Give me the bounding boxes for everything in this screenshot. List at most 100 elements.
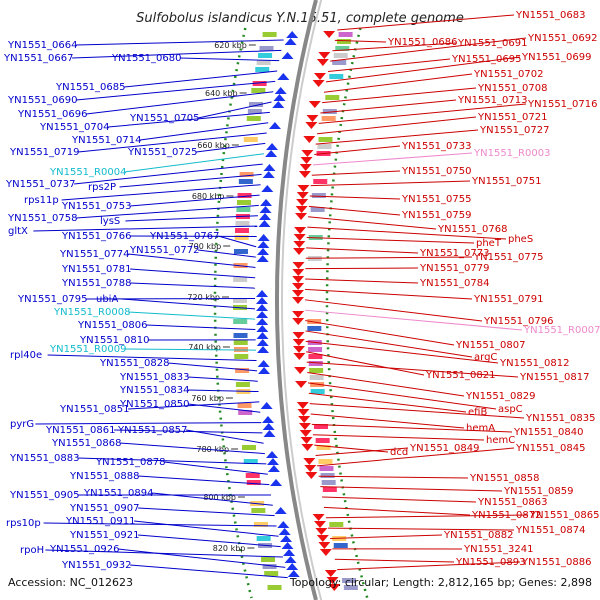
right-gene-label: YN1551_0840 [513, 427, 584, 438]
right-leader-line [305, 288, 473, 300]
left-gene-label: YN1551_0932 [61, 560, 132, 571]
right-leader-line [318, 103, 527, 124]
kbp-tick-label: 680 kbp [192, 192, 225, 201]
plus-strand-arrow [312, 514, 325, 521]
right-leader-line [325, 514, 529, 519]
left-gene-label: YN1551_0719 [9, 147, 80, 158]
right-label-lines [304, 14, 529, 571]
left-leader-line [125, 215, 258, 222]
right-gene-label: YN1551_0872 [471, 510, 542, 521]
right-gene-label: YN1551_0829 [465, 391, 536, 402]
right-leader-line [311, 170, 401, 176]
plus-strand-arrow [293, 248, 306, 255]
minus-strand-arrow [257, 346, 270, 353]
minus-strand-arrow [256, 297, 268, 304]
plus-strand-arrow [292, 290, 305, 297]
right-gene-label: YN1551_0893 [455, 557, 526, 568]
left-leader-line [114, 429, 263, 434]
left-leader-line [124, 153, 265, 173]
outer-dotted-ring [213, 27, 253, 599]
left-gene-label: YN1551_0868 [51, 438, 122, 449]
minus-strand-arrow [259, 206, 272, 213]
right-gene-label: hemA [466, 423, 495, 434]
right-gene-label: aspC [498, 404, 523, 415]
cog-block [329, 74, 344, 79]
left-gene-label: YN1551_0774 [59, 249, 130, 260]
inner-dotted-ring [325, 27, 369, 599]
cog-block [308, 361, 323, 366]
minus-strand-arrow [260, 402, 273, 409]
minus-strand-arrow [274, 87, 287, 94]
right-gene-label: YN1551_0784 [419, 278, 490, 289]
right-gene-label: YN1551_3241 [463, 544, 534, 555]
right-gene-label: YN1551_0849 [409, 443, 480, 454]
plus-strand-arrow [294, 227, 307, 234]
left-gene-label: YN1551_0690 [7, 95, 78, 106]
minus-strand-arrow [284, 38, 297, 45]
cog-block [233, 319, 248, 324]
right-gene-label: YN1551_0691 [457, 38, 528, 49]
minus-strand-arrow [281, 542, 294, 549]
right-leader-line [334, 39, 387, 43]
right-gene-label: YN1551_0835 [525, 413, 596, 424]
right-gene-label: hemC [486, 435, 515, 446]
minus-strand-arrow [257, 234, 270, 241]
right-leader-line [332, 42, 457, 52]
gene-features [233, 31, 358, 591]
left-leader-line [217, 235, 257, 248]
minus-strand-arrow [286, 563, 299, 570]
plus-strand-arrow [292, 318, 305, 325]
left-leader-line [188, 376, 258, 382]
cog-block [247, 109, 262, 114]
right-gene-label: YN1551_0751 [471, 176, 542, 187]
right-leader-line [305, 267, 419, 270]
minus-strand-arrow [256, 318, 269, 325]
right-gene-label: YN1551_0812 [499, 358, 570, 369]
left-gene-label: YN1551_0664 [7, 40, 78, 51]
minus-strand-arrow [266, 451, 279, 458]
minus-strand-arrow [286, 31, 299, 38]
plus-strand-arrow [292, 276, 305, 283]
left-gene-label: YN1551_0714 [71, 135, 142, 146]
left-leader-line [76, 204, 259, 219]
kbp-tick-label: 640 kbp [205, 89, 238, 98]
plus-strand-arrow [298, 423, 311, 430]
right-leader-line [322, 87, 477, 104]
minus-strand-arrow [256, 332, 269, 339]
plus-strand-arrow [303, 458, 316, 465]
cog-block [253, 522, 268, 527]
cog-block [333, 543, 348, 548]
plus-strand-arrow [300, 157, 313, 164]
plus-strand-arrow [299, 430, 312, 437]
right-leader-line [307, 382, 497, 410]
left-leader-line [35, 422, 262, 425]
right-leader-line [317, 447, 515, 467]
left-leader-line [138, 507, 275, 517]
plus-strand-arrow [318, 542, 331, 549]
plus-strand-arrow [295, 381, 308, 388]
left-gene-label: YN1551_0753 [61, 201, 132, 212]
right-gene-label: YN1551_0692 [527, 33, 598, 44]
cog-block [238, 179, 253, 184]
genome-backbone [275, 0, 318, 600]
plus-strand-arrow [313, 521, 326, 528]
cog-block [237, 193, 252, 198]
plus-strand-arrow [292, 332, 305, 339]
plus-strand-arrow [296, 199, 309, 206]
minus-strand-arrow [257, 241, 270, 248]
cog-block [321, 480, 336, 485]
cog-block [246, 116, 261, 121]
right-leader-line [323, 506, 471, 516]
cog-block [258, 53, 273, 58]
left-gene-label: gltX [8, 226, 28, 237]
plus-strand-arrow [297, 409, 310, 416]
genome-summary: Topology: circular; Length: 2,812,165 bp… [289, 576, 592, 589]
minus-strand-arrow [281, 52, 294, 59]
kbp-tick-label: 760 kbp [191, 394, 224, 403]
minus-strand-arrow [280, 535, 293, 542]
minus-strand-arrow [256, 311, 269, 318]
right-leader-line [315, 447, 409, 456]
cog-block [259, 46, 274, 51]
minus-strand-arrow [268, 122, 281, 129]
